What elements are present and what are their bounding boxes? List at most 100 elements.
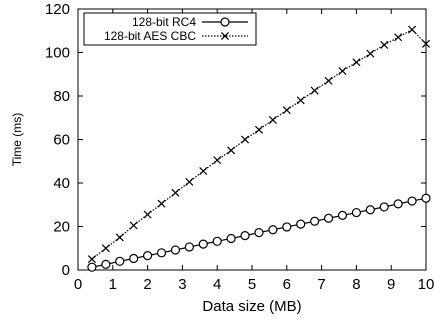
legend-label: 128-bit RC4 [132, 15, 196, 29]
x-marker-stroke [185, 177, 194, 186]
data-point-circle [170, 245, 181, 255]
data-point-cross [157, 199, 166, 208]
data-point-cross [338, 66, 347, 76]
data-point-circle [282, 222, 292, 232]
x-marker-stroke [421, 39, 431, 48]
data-point-cross [268, 115, 277, 124]
y-tick-label: 40 [53, 175, 70, 192]
data-point-circle [379, 202, 389, 212]
data-point-cross [199, 167, 208, 176]
x-tick-label: 10 [418, 276, 435, 293]
x-marker-stroke [394, 33, 403, 42]
x-marker-stroke [227, 146, 236, 155]
data-point-cross [324, 76, 333, 85]
data-point-cross [115, 233, 124, 242]
data-point-cross [408, 25, 417, 34]
legend-label: 128-bit AES CBC [104, 29, 196, 43]
x-tick-label: 8 [352, 276, 360, 293]
x-marker-stroke [115, 233, 124, 242]
x-marker-stroke [171, 188, 180, 197]
legend-entry: 128-bit RC4 [132, 15, 248, 29]
x-marker-stroke [241, 135, 250, 144]
series-rc4 [87, 193, 431, 272]
data-point-circle [143, 251, 153, 261]
data-point-cross [143, 210, 152, 219]
data-point-circle [240, 231, 250, 241]
y-tick-label: 20 [53, 219, 70, 236]
data-point-circle [268, 225, 278, 235]
data-series [87, 25, 431, 272]
x-tick-label: 2 [143, 276, 151, 293]
data-point-circle [351, 207, 361, 218]
x-marker-stroke [199, 167, 208, 176]
y-tick-label: 120 [45, 1, 70, 18]
data-point-circle [393, 199, 403, 209]
data-point-circle [198, 239, 208, 249]
x-marker-stroke [143, 210, 152, 219]
data-point-circle [323, 213, 334, 223]
data-point-cross [171, 188, 180, 197]
x-marker-stroke [338, 66, 347, 76]
data-point-cross [185, 177, 194, 186]
y-tick-label: 60 [53, 132, 70, 149]
data-point-cross [310, 86, 319, 95]
data-point-circle [115, 256, 125, 266]
x-tick-label: 9 [387, 276, 395, 293]
data-point-circle [101, 259, 111, 269]
x-marker-stroke [129, 221, 138, 230]
legend-marker [220, 31, 230, 41]
x-marker-stroke [268, 115, 277, 124]
series-line [91, 28, 427, 260]
data-point-circle [129, 253, 139, 264]
x-marker-stroke [352, 58, 361, 67]
data-point-cross [421, 39, 431, 48]
series-aes-cbc [87, 25, 431, 264]
y-axis-title: Time (ms) [10, 113, 24, 167]
data-point-circle [421, 193, 431, 203]
data-point-cross [380, 40, 389, 49]
data-point-cross [352, 58, 361, 67]
x-marker-stroke [254, 125, 263, 134]
y-tick-label: 100 [45, 45, 70, 62]
data-point-circle [87, 262, 97, 272]
data-point-circle [212, 236, 222, 246]
x-tick-label: 0 [74, 276, 82, 293]
data-point-cross [87, 255, 96, 264]
data-point-cross [241, 135, 250, 144]
data-point-circle [226, 233, 236, 244]
x-axis-title: Data size (MB) [202, 298, 301, 315]
data-point-cross [129, 221, 138, 230]
data-point-circle [296, 219, 306, 229]
x-marker-stroke [380, 40, 389, 49]
data-point-circle [254, 227, 264, 238]
data-point-cross [394, 33, 403, 42]
x-marker-stroke [366, 49, 375, 58]
data-point-cross [227, 146, 236, 155]
x-marker-stroke [101, 244, 110, 253]
axis-ticks [77, 8, 427, 271]
data-point-cross [296, 96, 305, 105]
x-tick-label: 5 [248, 276, 256, 293]
data-point-circle [310, 216, 320, 226]
legend-marker [220, 17, 230, 27]
x-marker-stroke [87, 255, 96, 264]
legend-entry: 128-bit AES CBC [104, 29, 248, 43]
data-point-circle [156, 248, 167, 258]
data-point-cross [254, 125, 263, 134]
x-tick-label: 1 [109, 276, 117, 293]
x-tick-label: 6 [283, 276, 291, 293]
x-marker-stroke [310, 86, 319, 95]
data-point-circle [365, 205, 375, 215]
data-point-circle [184, 242, 194, 252]
x-marker-stroke [213, 156, 222, 165]
plot-frame [77, 8, 427, 271]
data-point-circle [337, 210, 348, 221]
y-tick-label: 80 [53, 88, 70, 105]
x-tick-label: 7 [317, 276, 325, 293]
x-marker-stroke [324, 76, 333, 85]
data-point-cross [282, 106, 291, 115]
